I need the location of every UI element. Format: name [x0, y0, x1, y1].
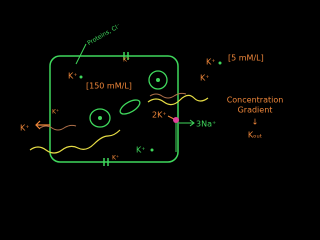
label: 2K⁺ [152, 111, 167, 120]
label: K⁺ [136, 146, 145, 155]
squiggle [29, 129, 121, 154]
label: K⁺ [20, 124, 29, 133]
squiggle [39, 124, 77, 131]
label: K⁺ [200, 74, 209, 83]
label: Concentration [227, 96, 284, 105]
organelle [119, 99, 141, 115]
organelle [148, 70, 168, 90]
cell-membrane [49, 55, 179, 163]
pump [173, 117, 179, 123]
dot [218, 61, 222, 65]
label: K⁺ [112, 155, 119, 162]
organelle [89, 108, 111, 128]
dot [79, 75, 83, 79]
label: Kₒᵤₜ [248, 131, 262, 140]
label: [150 mM/L] [86, 82, 132, 91]
organelle-dot [98, 116, 102, 120]
label: K⁺ [52, 109, 59, 116]
label: K⁺ [68, 72, 77, 81]
dot [150, 148, 154, 152]
label: [5 mM/L] [228, 54, 264, 63]
channels [103, 52, 129, 166]
squiggle [147, 94, 209, 106]
arrow [179, 119, 195, 127]
label: 3Na⁺ [196, 120, 216, 129]
squiggle [149, 92, 187, 99]
label: K⁺ [206, 58, 215, 67]
label: ↓ [252, 118, 259, 127]
label: Gradient [238, 106, 273, 115]
arrow [35, 120, 50, 130]
organelle-dot [156, 78, 160, 82]
arrow [75, 43, 87, 65]
label: K⁺ [123, 57, 130, 64]
